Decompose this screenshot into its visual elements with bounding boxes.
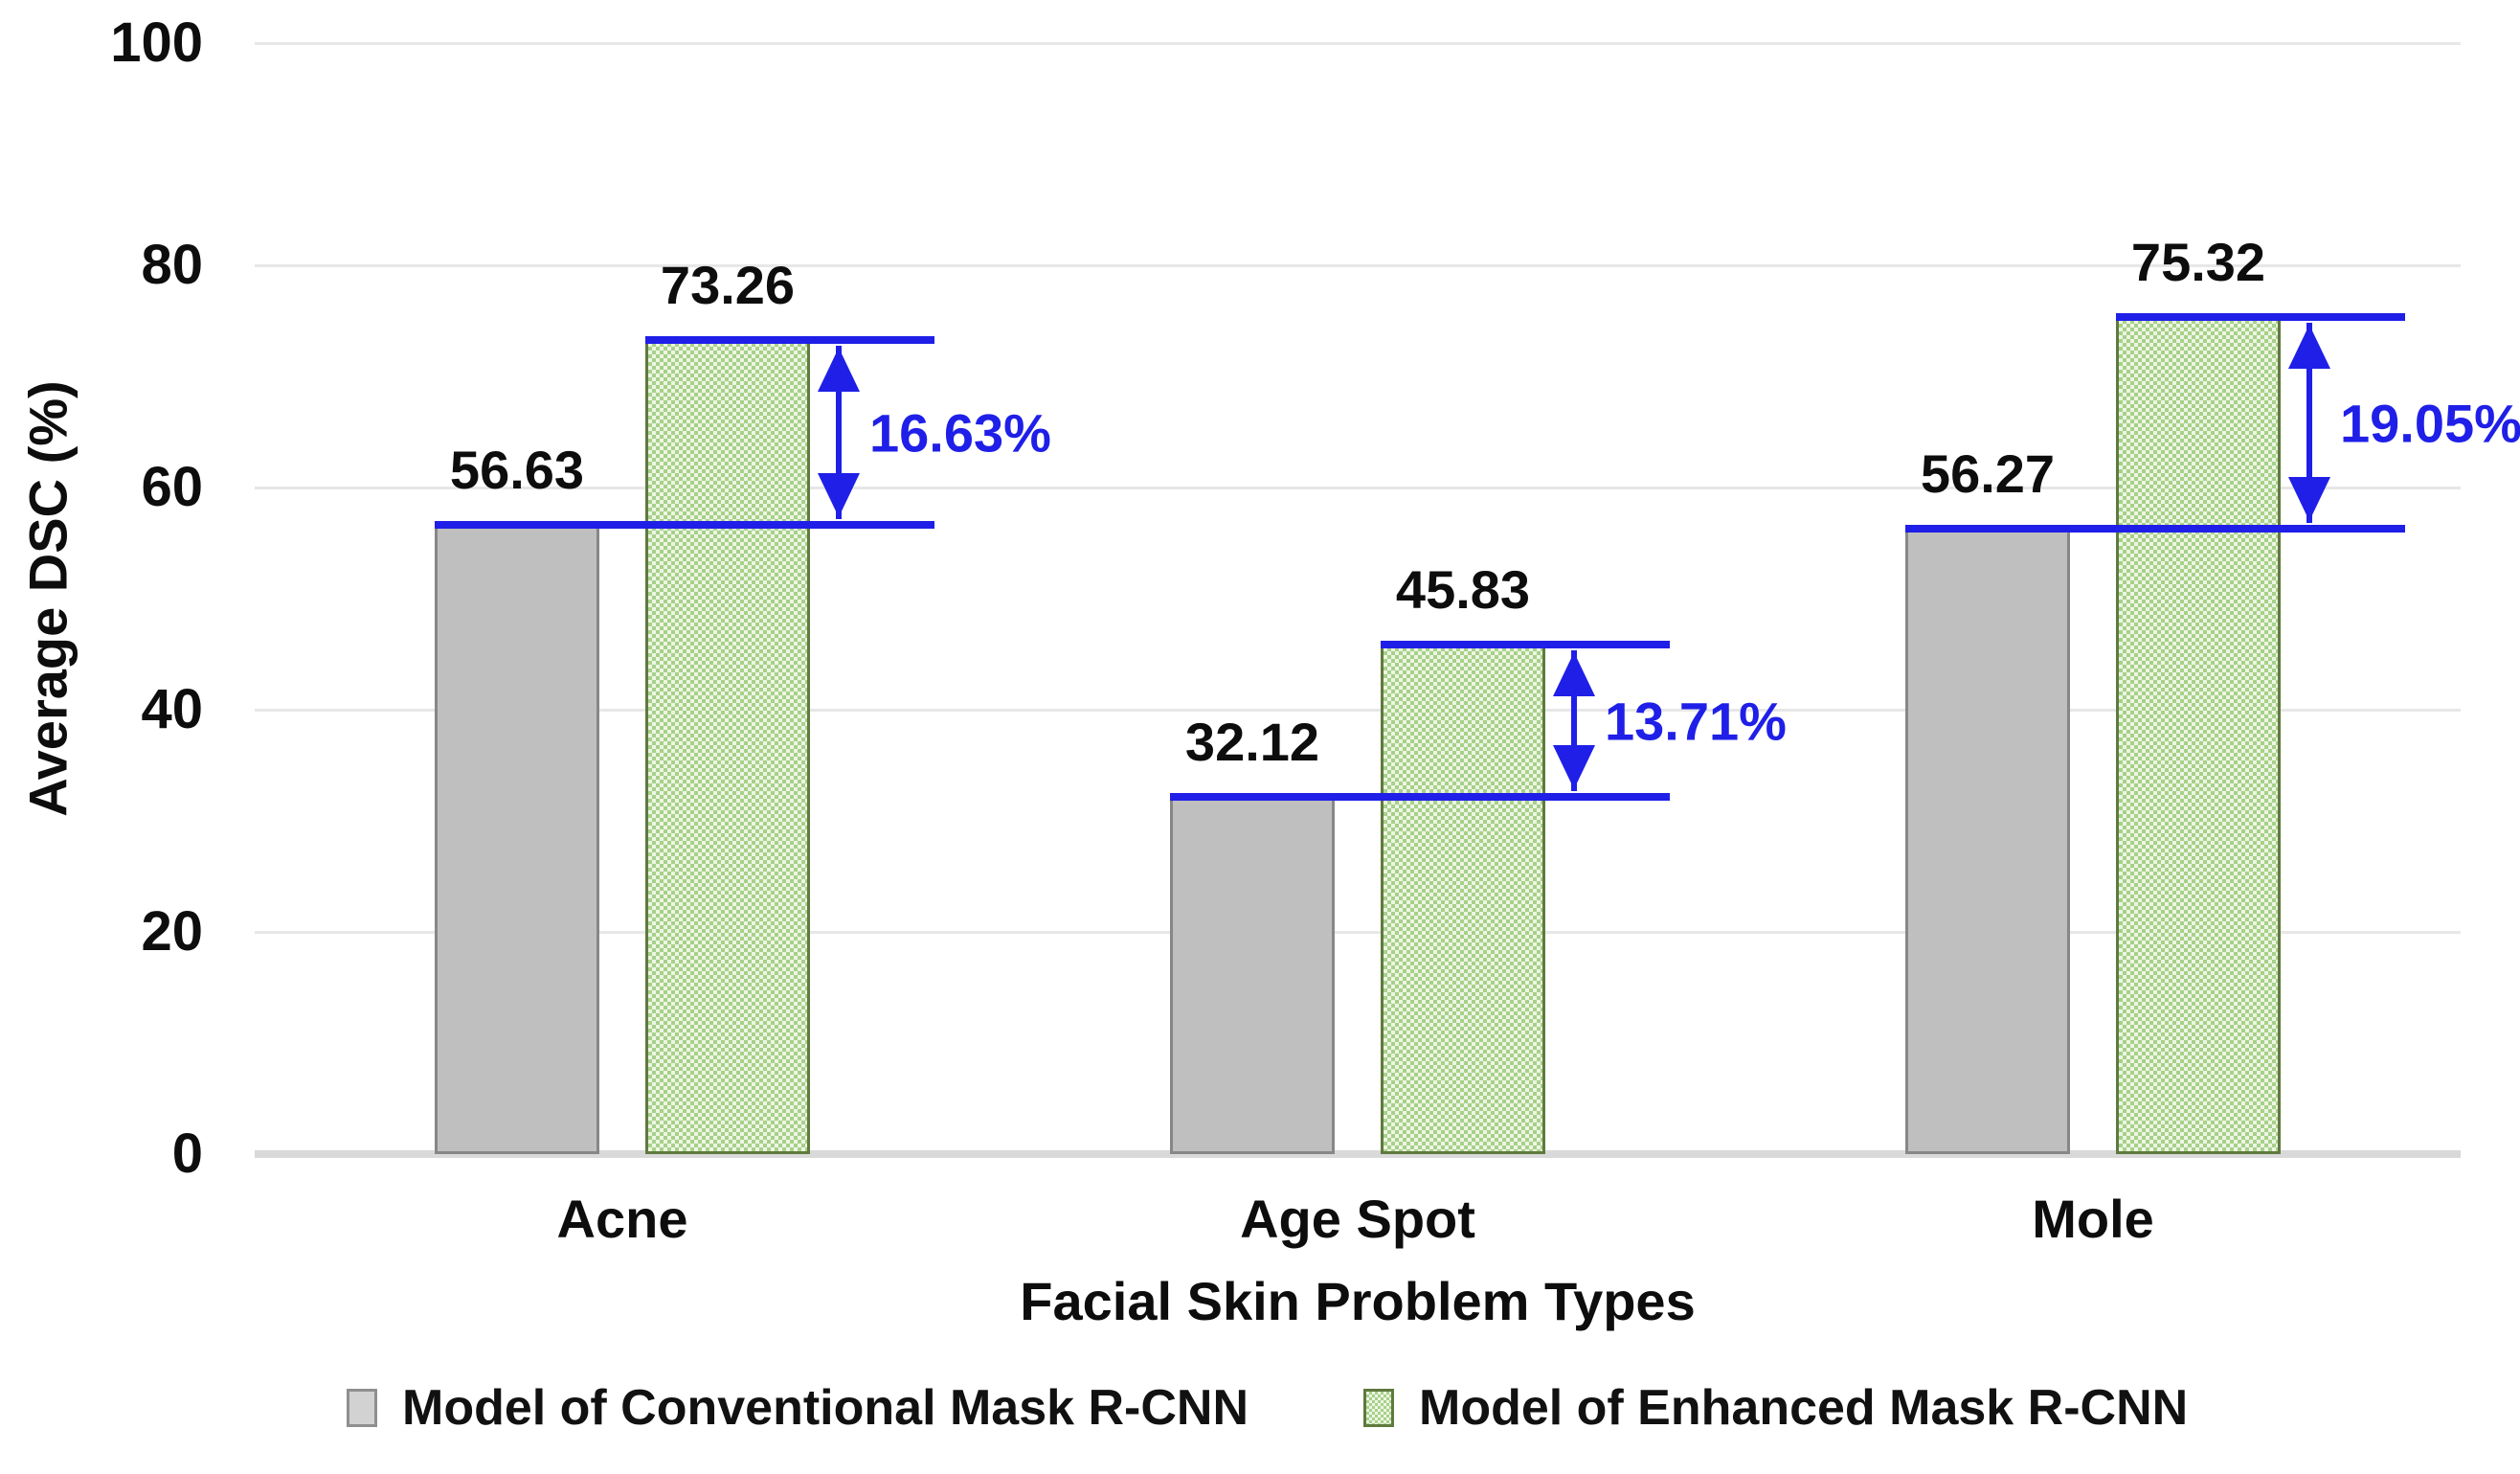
y-axis-title: Average DSC (%) xyxy=(17,380,79,817)
diff-line-top-acne xyxy=(645,336,934,345)
category-label-acne: Acne xyxy=(556,1189,688,1249)
legend-label-conventional: Model of Conventional Mask R-CNN xyxy=(402,1380,1249,1436)
gridline-40 xyxy=(255,708,2461,712)
bar-enhanced-mole xyxy=(2116,317,2281,1154)
diff-arrow-head-down-acne xyxy=(818,473,860,518)
category-label-mole: Mole xyxy=(2032,1189,2154,1249)
legend-item-enhanced: Model of Enhanced Mask R-CNN xyxy=(1363,1381,2188,1435)
value-label-enhanced-mole: 75.32 xyxy=(2130,232,2266,293)
legend-swatch-enhanced xyxy=(1363,1389,1394,1427)
diff-arrow-head-up-mole xyxy=(2288,325,2330,370)
diff-arrow-stem-age-spot xyxy=(1571,650,1577,792)
diff-label-age-spot: 13.71% xyxy=(1605,691,1787,752)
diff-label-mole: 19.05% xyxy=(2340,393,2520,454)
diff-line-top-age-spot xyxy=(1381,641,1670,649)
y-tick-0: 0 xyxy=(171,1123,203,1185)
diff-line-top-mole xyxy=(2116,313,2405,322)
diff-line-bottom-acne xyxy=(435,521,934,530)
y-tick-40: 40 xyxy=(141,678,203,740)
y-tick-60: 60 xyxy=(141,456,203,518)
bar-enhanced-acne xyxy=(645,340,810,1154)
y-tick-20: 20 xyxy=(141,900,203,963)
value-label-conventional-mole: 56.27 xyxy=(1920,443,2056,505)
diff-arrow-head-down-mole xyxy=(2288,477,2330,522)
bar-enhanced-age-spot xyxy=(1381,645,1545,1154)
diff-arrow-head-up-age-spot xyxy=(1553,652,1595,697)
diff-label-acne: 16.63% xyxy=(869,402,1051,464)
gridline-60 xyxy=(255,486,2461,489)
legend-item-conventional: Model of Conventional Mask R-CNN xyxy=(347,1381,1249,1435)
category-label-age-spot: Age Spot xyxy=(1240,1189,1475,1249)
y-tick-100: 100 xyxy=(110,11,203,74)
value-label-enhanced-age-spot: 45.83 xyxy=(1395,559,1531,621)
gridline-80 xyxy=(255,263,2461,267)
gridline-0 xyxy=(255,1150,2461,1158)
bar-conventional-acne xyxy=(435,525,599,1154)
value-label-conventional-age-spot: 32.12 xyxy=(1184,712,1320,773)
gridline-20 xyxy=(255,930,2461,934)
diff-arrow-head-up-acne xyxy=(818,348,860,393)
diff-arrow-stem-mole xyxy=(2306,323,2312,524)
legend-swatch-conventional xyxy=(347,1389,377,1427)
y-tick-80: 80 xyxy=(141,234,203,296)
value-label-conventional-acne: 56.63 xyxy=(449,440,585,501)
diff-line-bottom-mole xyxy=(1905,525,2405,533)
diff-arrow-stem-acne xyxy=(836,346,842,520)
value-label-enhanced-acne: 73.26 xyxy=(660,255,796,316)
bar-conventional-mole xyxy=(1905,529,2070,1154)
legend-label-enhanced: Model of Enhanced Mask R-CNN xyxy=(1419,1380,2189,1436)
gridline-100 xyxy=(255,41,2461,45)
x-axis-title: Facial Skin Problem Types xyxy=(1020,1271,1696,1331)
bar-conventional-age-spot xyxy=(1170,797,1335,1154)
diff-line-bottom-age-spot xyxy=(1170,793,1670,802)
diff-arrow-head-down-age-spot xyxy=(1553,745,1595,790)
